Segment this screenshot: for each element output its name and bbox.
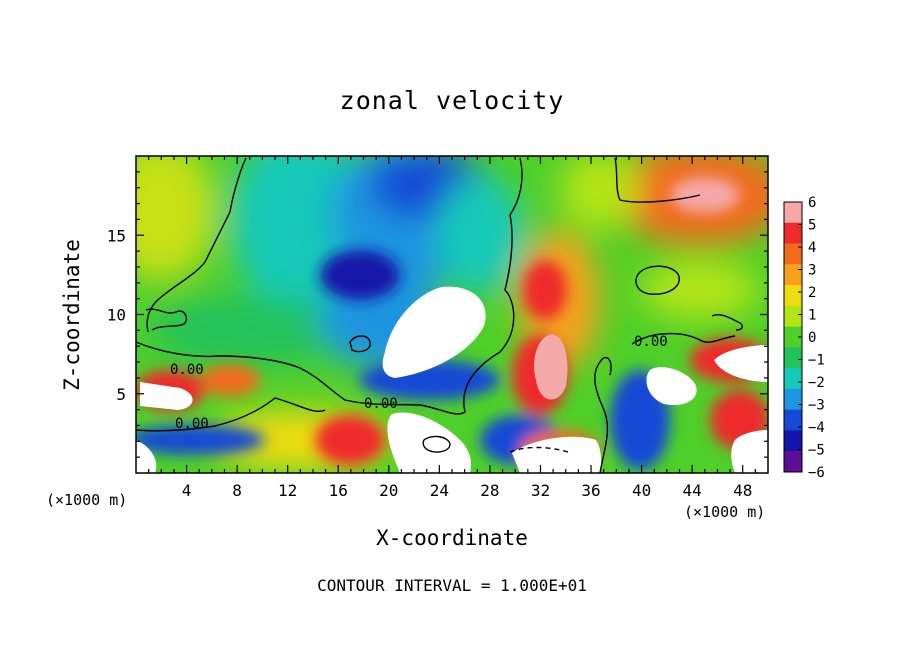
colorbar-swatch	[784, 243, 802, 265]
colorbar-tick-label: −2	[808, 375, 825, 391]
colorbar-swatch	[784, 305, 802, 328]
x-tick-label: 12	[278, 481, 297, 500]
contour-lines	[136, 157, 743, 473]
contour-label: 0.00	[170, 362, 204, 378]
x-tick-label: 24	[430, 481, 449, 500]
field-broad-layer	[136, 156, 768, 470]
contour-label: 0.00	[175, 416, 209, 432]
colorbar-tick-label: −4	[808, 420, 825, 436]
heatmap-field: 0.00 0.00 0.00 0.00	[136, 156, 768, 473]
contour-label: 0.00	[364, 396, 398, 412]
contour-label: 0.00	[634, 334, 668, 350]
colorbar-tick-label: 5	[808, 218, 816, 234]
colorbar-swatch	[784, 347, 802, 369]
x-axis-label: X-coordinate	[376, 526, 528, 550]
colorbar-tick-label: −3	[808, 398, 825, 414]
contour-line	[349, 335, 371, 353]
colorbar-tick-label: 4	[808, 240, 816, 256]
x-unit-label-right: (×1000 m)	[684, 503, 766, 521]
contour-line	[594, 357, 612, 473]
contour-line	[422, 435, 451, 453]
contour-line	[145, 308, 188, 331]
y-axis: 5 10 15	[107, 171, 768, 458]
x-tick-label: 36	[581, 481, 600, 500]
contour-labels: 0.00 0.00 0.00 0.00	[170, 334, 668, 432]
contour-line	[136, 157, 523, 415]
colorbar-swatch	[784, 409, 802, 431]
colorbar: 6 5 4 3 2 1 0 −1 −2 −3 −4 −5 −6	[783, 195, 825, 481]
contour-line	[631, 332, 736, 345]
x-tick-label: 40	[632, 481, 651, 500]
colorbar-swatch	[784, 222, 802, 245]
contour-line	[136, 397, 326, 432]
colorbar-tick-label: −6	[808, 465, 825, 481]
contour-line	[711, 313, 743, 331]
field-saturated-regions	[136, 286, 768, 473]
colorbar-swatch	[784, 285, 802, 307]
contour-line	[635, 265, 680, 295]
contour-line	[509, 446, 569, 453]
x-tick-label: 48	[733, 481, 752, 500]
x-tick-label: 4	[182, 481, 192, 500]
colorbar-swatch	[784, 430, 802, 452]
colorbar-swatch	[784, 264, 802, 286]
contour-interval-note: CONTOUR INTERVAL = 1.000E+01	[317, 576, 587, 595]
y-tick-label: 5	[116, 385, 126, 404]
colorbar-swatch	[784, 388, 802, 411]
colorbar-swatch	[784, 326, 802, 348]
x-axis: 4 8 12 16 20 24 28 32 36 40 44 48	[148, 156, 756, 500]
x-tick-label: 16	[329, 481, 348, 500]
y-axis-label: Z-coordinate	[60, 239, 84, 391]
colorbar-tick-label: −1	[808, 353, 825, 369]
colorbar-tick-label: 6	[808, 195, 816, 211]
x-tick-label: 20	[379, 481, 398, 500]
colorbar-tick-label: 1	[808, 308, 816, 324]
colorbar-swatch	[784, 202, 802, 224]
colorbar-tick-label: 2	[808, 285, 816, 301]
colorbar-tick-label: −5	[808, 443, 825, 459]
colorbar-swatch	[784, 451, 802, 473]
x-tick-label: 8	[232, 481, 242, 500]
x-tick-label: 44	[683, 481, 702, 500]
colorbar-swatch	[784, 368, 802, 390]
colorbar-tick-label: 3	[808, 263, 816, 279]
colorbar-tick-label: 0	[808, 330, 816, 346]
y-tick-label: 10	[107, 306, 126, 325]
chart-title: zonal velocity	[339, 86, 565, 115]
x-unit-label-left: (×1000 m)	[46, 491, 128, 509]
x-tick-label: 28	[480, 481, 499, 500]
y-tick-label: 15	[107, 226, 126, 245]
x-tick-label: 32	[531, 481, 550, 500]
contour-line	[614, 157, 701, 203]
contour-line	[146, 157, 247, 333]
